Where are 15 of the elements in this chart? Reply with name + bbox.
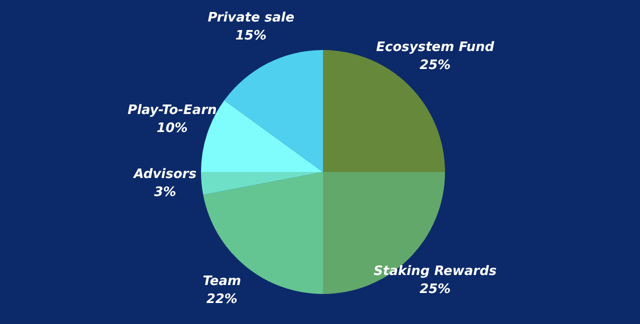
data-label: 25% (420, 58, 451, 73)
slice-label: Play-To-Earn (128, 102, 217, 118)
pie-slice (203, 172, 323, 294)
data-label: 10% (156, 120, 188, 136)
slice-label: Staking Rewards (374, 264, 497, 280)
data-label: 25% (420, 282, 451, 298)
data-label: 15% (235, 28, 267, 44)
slice-label: Advisors (132, 166, 197, 182)
slice-label: Private sale (208, 10, 294, 26)
slice-label: Ecosystem Fund (376, 40, 495, 55)
data-label: 3% (154, 184, 176, 200)
data-label: 22% (206, 292, 238, 308)
pie-slice (201, 172, 323, 195)
slice-label: Team (202, 274, 242, 290)
pie-slice (224, 50, 323, 172)
